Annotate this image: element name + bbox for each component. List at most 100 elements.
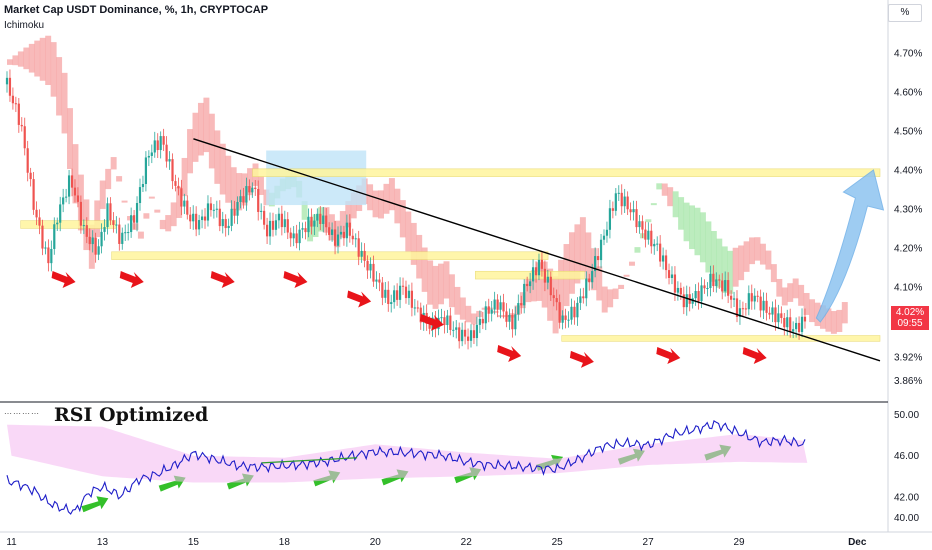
cloud-segment <box>792 278 799 299</box>
red-arrow-icon[interactable] <box>419 313 444 331</box>
candle-body <box>135 203 139 223</box>
candle-body <box>756 295 759 297</box>
price-axis-label[interactable]: 4.40% <box>894 166 922 177</box>
candle-body <box>490 309 493 314</box>
rsi-divergence-line[interactable] <box>261 457 358 464</box>
price-axis-label[interactable]: 4.50% <box>894 127 922 138</box>
cloud-segment <box>759 243 766 265</box>
cloud-segment <box>809 299 816 323</box>
cloud-segment <box>203 97 210 153</box>
cloud-segment <box>519 292 526 309</box>
time-axis-label[interactable]: 11 <box>6 537 17 548</box>
candle-body <box>165 144 168 162</box>
time-axis-label[interactable]: 13 <box>97 537 109 548</box>
candle-body <box>428 323 431 329</box>
price-axis-label[interactable]: 4.60% <box>894 88 922 99</box>
time-axis-label[interactable]: 18 <box>279 537 291 548</box>
candle-body <box>727 280 730 296</box>
cloud-segment <box>612 288 619 300</box>
rsi-settings-icon[interactable]: ⋯⋯⋯⋯ <box>4 409 40 418</box>
candle-body <box>564 315 567 320</box>
red-arrow-icon[interactable] <box>569 350 594 368</box>
candle-body <box>339 231 343 235</box>
trendline-layer[interactable] <box>193 138 881 362</box>
candle-body <box>26 148 29 173</box>
candle-body <box>29 172 32 180</box>
candle-body <box>180 188 183 207</box>
highlight-box[interactable] <box>266 150 367 206</box>
cloud-segment <box>705 221 712 273</box>
candle-body <box>694 291 697 299</box>
time-axis-label[interactable]: 27 <box>643 537 655 548</box>
time-axis-label[interactable]: 29 <box>733 537 745 548</box>
trendline[interactable] <box>193 138 881 362</box>
zone-rectangle[interactable] <box>252 168 881 177</box>
cloud-segment <box>558 259 565 321</box>
time-axis-label[interactable]: 15 <box>188 537 200 548</box>
red-arrow-icon[interactable] <box>51 271 76 289</box>
red-arrow-icon[interactable] <box>347 290 372 308</box>
candle-body <box>771 307 774 315</box>
time-axis-label[interactable]: Dec <box>848 537 867 548</box>
red-arrow-icon[interactable] <box>497 345 522 363</box>
candle-body <box>446 315 449 326</box>
candle-body <box>132 215 136 223</box>
candle-body <box>230 208 233 226</box>
cloud-segment <box>656 183 663 190</box>
target-arrow-icon[interactable] <box>815 169 885 323</box>
cloud-segment <box>465 305 472 323</box>
zone-rectangle[interactable] <box>111 251 549 260</box>
cloud-segment <box>17 51 24 67</box>
cloud-segment <box>367 184 374 211</box>
zone-rectangle[interactable] <box>561 335 881 342</box>
rsi-axis-label[interactable]: 40.00 <box>894 513 919 524</box>
time-axis-label[interactable]: 20 <box>370 537 382 548</box>
price-axis-label[interactable]: 4.30% <box>894 204 922 215</box>
candle-body <box>620 192 623 207</box>
red-arrow-icon[interactable] <box>742 347 767 364</box>
candle-body <box>644 229 647 240</box>
cloud-segment <box>165 215 172 232</box>
candle-body <box>245 186 248 203</box>
cloud-segment <box>132 223 139 230</box>
red-arrow-icon[interactable] <box>210 271 235 289</box>
candle-body <box>195 213 198 230</box>
cloud-segment <box>803 292 810 315</box>
green-arrow-icon[interactable] <box>81 496 109 513</box>
time-axis-label[interactable]: 22 <box>461 537 473 548</box>
cloud-segment <box>836 309 843 333</box>
cloud-segment <box>339 211 346 238</box>
red-arrow-icon[interactable] <box>656 347 681 364</box>
candle-body <box>670 274 674 278</box>
unit-button[interactable]: % <box>888 4 922 22</box>
rsi-axis-label[interactable]: 50.00 <box>894 410 919 421</box>
rsi-axis-label[interactable]: 42.00 <box>894 493 919 504</box>
candle-body <box>795 322 798 330</box>
candle-body <box>715 279 718 287</box>
red-arrow-icon[interactable] <box>119 271 144 289</box>
red-arrow-icon[interactable] <box>283 271 308 289</box>
cloud-segment <box>623 274 630 277</box>
candle-body <box>162 136 165 145</box>
price-axis-label[interactable]: 4.20% <box>894 243 922 254</box>
rsi-axis-label[interactable]: 46.00 <box>894 451 919 462</box>
candle-body <box>700 285 703 302</box>
price-axis-label[interactable]: 4.10% <box>894 282 922 293</box>
price-axis-label[interactable]: 4.70% <box>894 49 922 60</box>
cloud-segment <box>716 238 723 288</box>
candle-body <box>171 159 174 182</box>
time-axis[interactable]: 11 13 15 18 20 22 25 27 29 Dec <box>6 537 867 548</box>
candle-body <box>502 302 505 312</box>
cloud-segment <box>110 157 117 170</box>
candle-body <box>567 319 570 321</box>
cloud-segment <box>732 247 739 287</box>
candle-body <box>410 290 413 308</box>
indicator-label[interactable]: Ichimoku <box>4 20 45 31</box>
cloud-segment <box>438 263 444 305</box>
time-axis-label[interactable]: 25 <box>552 537 564 548</box>
price-axis-label[interactable]: 3.92% <box>894 352 922 363</box>
candle-body <box>549 276 552 296</box>
candle-body <box>82 225 85 227</box>
price-axis-label[interactable]: 3.86% <box>894 376 922 387</box>
rsi-layer <box>6 420 808 515</box>
